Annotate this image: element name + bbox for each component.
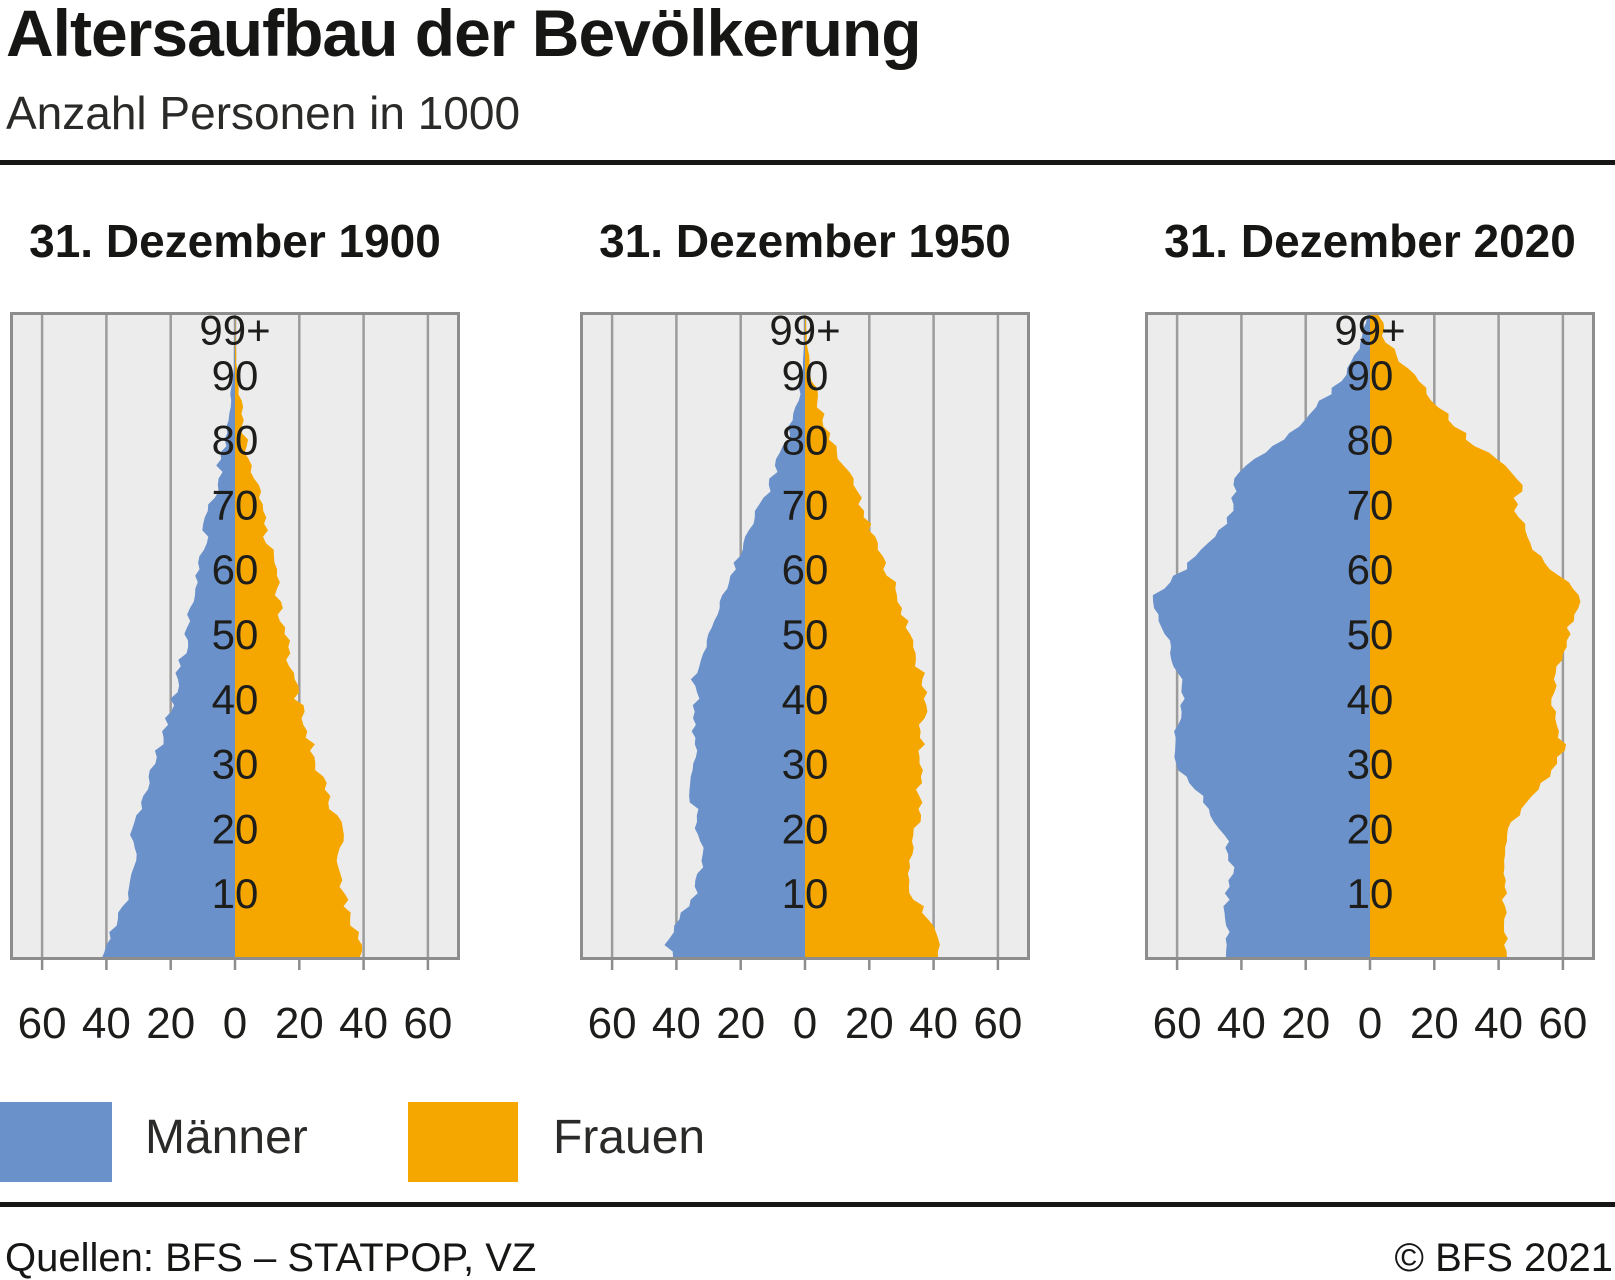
x-tick-label: 60 [1153, 999, 1202, 1048]
female-area [235, 312, 362, 958]
age-label: 40 [782, 676, 829, 723]
age-label: 20 [1347, 805, 1394, 852]
age-label: 60 [1347, 546, 1394, 593]
chart-title-1900: 31. Dezember 1900 [29, 215, 441, 267]
age-label: 40 [1347, 676, 1394, 723]
x-tick-label: 0 [223, 999, 247, 1048]
age-label: 50 [212, 611, 259, 658]
age-label: 50 [1347, 611, 1394, 658]
footer-divider [0, 1202, 1615, 1207]
age-label: 10 [1347, 870, 1394, 917]
age-label: 80 [212, 417, 259, 464]
chart-title-2020: 31. Dezember 2020 [1164, 215, 1576, 267]
x-tick-label: 20 [716, 999, 765, 1048]
plot-border [580, 312, 1030, 960]
pyramid-chart-1900: 60 40 20 0 20 40 60 99+90 80 70 60 50 40 30 20 10 [10, 312, 460, 1048]
page-title: Altersaufbau der Bevölkerung [6, 0, 922, 70]
copyright-text: © BFS 2021 [1394, 1236, 1613, 1280]
x-tick-label: 20 [146, 999, 195, 1048]
age-label: 99+ [1334, 312, 1405, 353]
x-tick-label: 20 [275, 999, 324, 1048]
male-area [101, 312, 235, 958]
x-tick-label: 40 [82, 999, 131, 1048]
x-tick-label: 20 [845, 999, 894, 1048]
x-tick-label: 60 [588, 999, 637, 1048]
pyramid-chart-1950: 60 40 20 0 20 40 60 99+90 80 70 60 50 40 30 20 10 [580, 312, 1030, 1048]
age-label: 70 [782, 481, 829, 528]
age-label: 30 [212, 741, 259, 788]
x-tick-label: 60 [18, 999, 67, 1048]
x-tick-label: 40 [1474, 999, 1523, 1048]
male-area [664, 312, 805, 958]
age-label: 30 [1347, 741, 1394, 788]
age-label: 60 [212, 546, 259, 593]
x-tick-label: 40 [339, 999, 388, 1048]
x-tick-label: 20 [1281, 999, 1330, 1048]
age-label: 70 [212, 481, 259, 528]
legend-swatch-frauen [408, 1102, 518, 1182]
age-label: 10 [212, 870, 259, 917]
x-tick-label: 60 [1538, 999, 1587, 1048]
age-label: 40 [212, 676, 259, 723]
x-tick-label: 40 [652, 999, 701, 1048]
male-area [1152, 312, 1370, 958]
legend-label-maenner: Männer [145, 1111, 308, 1164]
x-tick-label: 60 [973, 999, 1022, 1048]
x-tick-label: 0 [793, 999, 817, 1048]
female-area [1370, 312, 1581, 958]
source-text: Quellen: BFS – STATPOP, VZ [5, 1236, 537, 1280]
x-tick-label: 40 [1217, 999, 1266, 1048]
legend-label-frauen: Frauen [553, 1111, 706, 1164]
plot-border [10, 312, 460, 960]
chart-panel-2020: 31. Dezember 2020 60 40 20 0 20 40 60 99+ 90 80 70… [1145, 216, 1595, 1052]
age-label: 90 [212, 352, 259, 399]
age-label: 80 [782, 417, 829, 464]
legend-swatch-maenner [0, 1102, 112, 1182]
x-tick-label: 0 [1358, 999, 1382, 1048]
chart-title-1950: 31. Dezember 1950 [599, 215, 1011, 267]
age-label: 20 [212, 805, 259, 852]
age-label: 90 [1347, 352, 1394, 399]
chart-panel-1900: 31. Dezember 1900 60 40 20 0 20 40 60 99+ 90 80 70… [10, 216, 460, 1052]
age-label: 70 [1347, 481, 1394, 528]
age-label: 60 [782, 546, 829, 593]
age-label: 50 [782, 611, 829, 658]
x-tick-label: 40 [909, 999, 958, 1048]
age-label: 99+ [769, 312, 840, 353]
plot-border [1145, 312, 1595, 960]
pyramid-chart-2020: 60 40 20 0 20 40 60 99+90 80 70 60 50 40 30 20 10 [1145, 312, 1595, 1048]
chart-panel-1950: 31. Dezember 1950 60 40 20 0 20 40 60 99+ 90 80 70… [580, 216, 1030, 1052]
age-label: 90 [782, 352, 829, 399]
age-label: 30 [782, 741, 829, 788]
age-label: 99+ [199, 312, 270, 353]
page-subtitle: Anzahl Personen in 1000 [6, 87, 521, 139]
age-label: 20 [782, 805, 829, 852]
x-tick-label: 20 [1410, 999, 1459, 1048]
age-label: 10 [782, 870, 829, 917]
header-divider [0, 160, 1615, 165]
female-area [805, 312, 940, 958]
x-tick-label: 60 [403, 999, 452, 1048]
age-label: 80 [1347, 417, 1394, 464]
legend: Männer Frauen [0, 1102, 1615, 1186]
